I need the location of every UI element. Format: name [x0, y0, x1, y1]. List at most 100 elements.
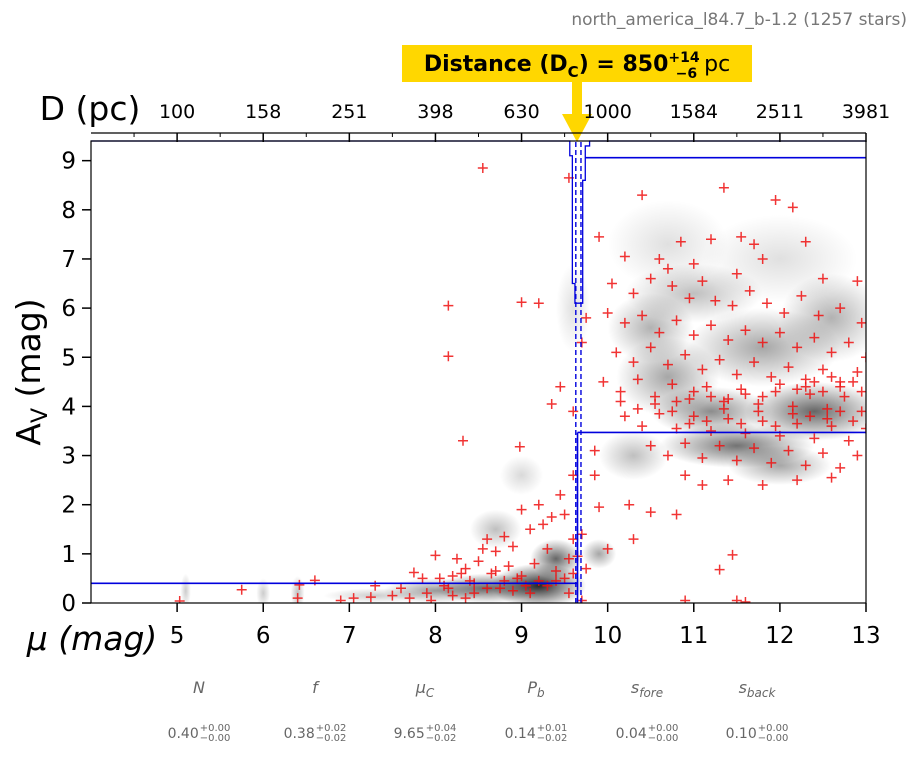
param-error-minus: −0.02	[425, 733, 457, 744]
star-marker	[520, 580, 531, 591]
star-marker	[387, 590, 398, 601]
star-marker	[736, 418, 747, 429]
star-marker	[486, 568, 497, 579]
top-tick-label: 1584	[670, 101, 718, 123]
star-marker	[576, 529, 587, 540]
density-blob	[180, 573, 191, 603]
star-marker	[697, 480, 708, 491]
x-tick-label: 12	[765, 623, 794, 649]
star-marker	[576, 337, 587, 348]
plot-frame	[90, 140, 867, 604]
star-marker	[766, 371, 777, 382]
star-marker	[533, 575, 544, 586]
star-marker	[619, 251, 630, 262]
param-value: 0.40 +0.00 −0.00	[144, 724, 254, 744]
star-marker	[779, 308, 790, 319]
star-marker	[809, 433, 820, 444]
param-error-plus: +0.01	[536, 723, 568, 734]
param-subscript: C	[425, 686, 435, 701]
star-marker	[594, 231, 605, 242]
star-marker	[460, 563, 471, 574]
star-marker	[447, 590, 458, 601]
param-subscript: b	[537, 686, 545, 701]
param-error-minus: −0.02	[536, 733, 568, 744]
star-marker	[645, 507, 656, 518]
param-value: 0.10 +0.00 −0.00	[702, 724, 812, 744]
param-value-main: 0.40	[167, 726, 199, 742]
svg-text:Distance (DC) = 850+14−6 pc: Distance (DC) = 850+14 −6 pc	[424, 50, 730, 82]
star-marker	[805, 411, 816, 422]
star-marker	[688, 258, 699, 269]
star-marker	[619, 411, 630, 422]
star-marker	[757, 391, 768, 402]
star-marker	[826, 421, 837, 432]
star-marker	[460, 593, 471, 603]
param-subscript: back	[746, 686, 776, 701]
star-marker	[430, 550, 441, 561]
y-tick-label: 2	[61, 493, 76, 519]
annotation-arrow-head	[562, 114, 592, 142]
star-marker	[740, 389, 751, 400]
star-marker	[817, 364, 828, 375]
star-marker	[723, 394, 734, 405]
star-marker	[606, 278, 617, 289]
star-marker	[581, 312, 592, 323]
top-tick-label: 2511	[756, 101, 804, 123]
star-marker	[628, 534, 639, 545]
star-marker	[688, 330, 699, 341]
star-marker	[701, 381, 712, 392]
star-marker	[817, 448, 828, 459]
star-marker	[710, 295, 721, 306]
star-marker	[538, 519, 549, 530]
star-marker	[594, 502, 605, 513]
param-name: sback	[702, 678, 812, 700]
y-tick-label: 0	[61, 591, 76, 617]
star-marker	[688, 386, 699, 397]
star-marker	[852, 450, 863, 461]
param-error-plus: +0.00	[647, 723, 679, 734]
param-error-plus: +0.02	[315, 723, 347, 734]
star-marker	[740, 325, 751, 336]
star-marker	[731, 369, 742, 380]
top-tick-label: 100	[159, 101, 195, 123]
y-tick-label: 8	[61, 198, 76, 224]
star-marker	[680, 438, 691, 449]
star-marker	[671, 509, 682, 520]
param-value-main: 9.65	[393, 726, 425, 742]
top-axis-label: D (pc)	[40, 89, 141, 128]
star-marker	[529, 558, 540, 569]
param-symbol: s	[630, 678, 640, 697]
star-marker	[503, 561, 514, 572]
star-marker	[770, 421, 781, 432]
star-marker	[456, 568, 467, 579]
star-marker	[736, 384, 747, 395]
star-marker	[848, 416, 859, 427]
star-marker	[723, 413, 734, 424]
param-symbol: P	[527, 678, 538, 697]
star-marker	[800, 381, 811, 392]
star-marker	[731, 595, 742, 603]
star-marker	[706, 425, 716, 436]
star-marker	[680, 595, 691, 603]
star-marker	[718, 403, 729, 414]
y-tick-label: 5	[61, 345, 76, 371]
param-value-main: 0.38	[283, 726, 315, 742]
star-marker	[525, 588, 536, 599]
param-error: +0.00 −0.00	[200, 724, 231, 744]
star-marker	[516, 504, 527, 515]
top-tick-label: 630	[503, 101, 539, 123]
star-marker	[749, 357, 760, 368]
star-marker	[602, 543, 613, 554]
star-marker	[542, 580, 553, 591]
density-blob	[599, 430, 668, 481]
star-marker	[370, 580, 381, 591]
star-marker	[654, 253, 665, 264]
star-marker	[477, 163, 488, 174]
y-axis-ticks: 0 1 2 3 4 5 6 7 8 9	[61, 149, 91, 617]
annotation-minus: −6	[676, 66, 697, 82]
star-marker	[482, 583, 493, 594]
star-marker	[563, 588, 574, 599]
density-blob	[728, 445, 832, 486]
star-marker	[727, 549, 738, 560]
star-marker	[645, 273, 656, 284]
